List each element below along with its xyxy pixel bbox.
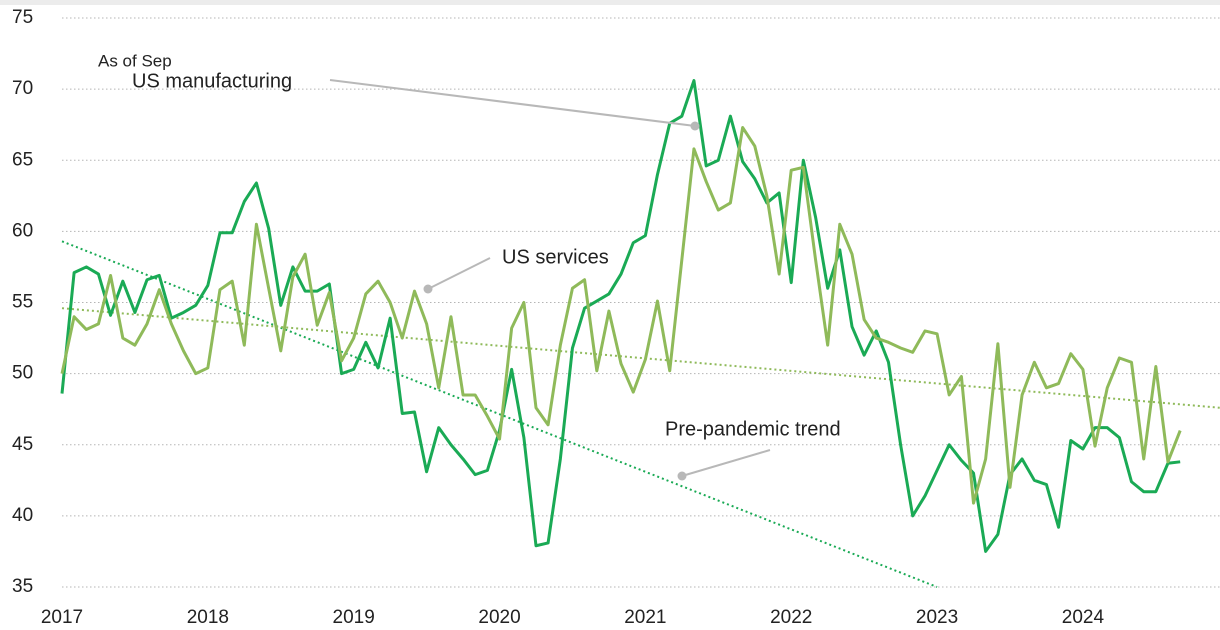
series-label: US manufacturing [132,70,292,92]
grid: 35 40 45 50 55 60 65 70 75 2017 2018 2019 2020 2021 20… [12,7,1220,628]
y-tick-label: 75 [12,7,33,28]
x-tick-label: 2022 [770,607,812,628]
leader-dot [677,471,687,481]
leader-line [329,79,696,127]
y-tick-label: 35 [12,576,33,597]
x-tick-label: 2020 [478,607,520,628]
y-tick-label: 40 [12,505,33,526]
y-tick-label: 55 [12,292,33,313]
trend-label: Pre-pandemic trend [665,418,841,440]
y-tick-label: 60 [12,220,33,241]
y-tick-label: 70 [12,78,33,99]
leader-line [427,257,491,290]
trend-lines [61,240,1220,588]
x-tick-label: 2021 [624,607,666,628]
x-tick-label: 2019 [333,607,375,628]
x-tick-label: 2023 [916,607,958,628]
as-of-note: As of Sep [98,51,172,70]
series-line [60,79,1181,553]
x-tick-label: 2017 [41,607,83,628]
series-lines [60,79,1182,553]
y-tick-label: 50 [12,363,33,384]
y-tick-label: 65 [12,149,33,170]
leader-dot [423,284,433,294]
trend-line [61,240,938,588]
series-label: US services [502,246,609,268]
leader-dot [690,121,700,131]
trend-line [61,307,1220,409]
leader-line [681,449,771,477]
x-tick-label: 2024 [1062,607,1105,628]
annotations: As of Sep US manufacturing US services P… [98,51,841,481]
series-line [60,126,1182,505]
top-band [0,0,1220,5]
y-tick-label: 45 [12,434,33,455]
x-tick-label: 2018 [187,607,229,628]
